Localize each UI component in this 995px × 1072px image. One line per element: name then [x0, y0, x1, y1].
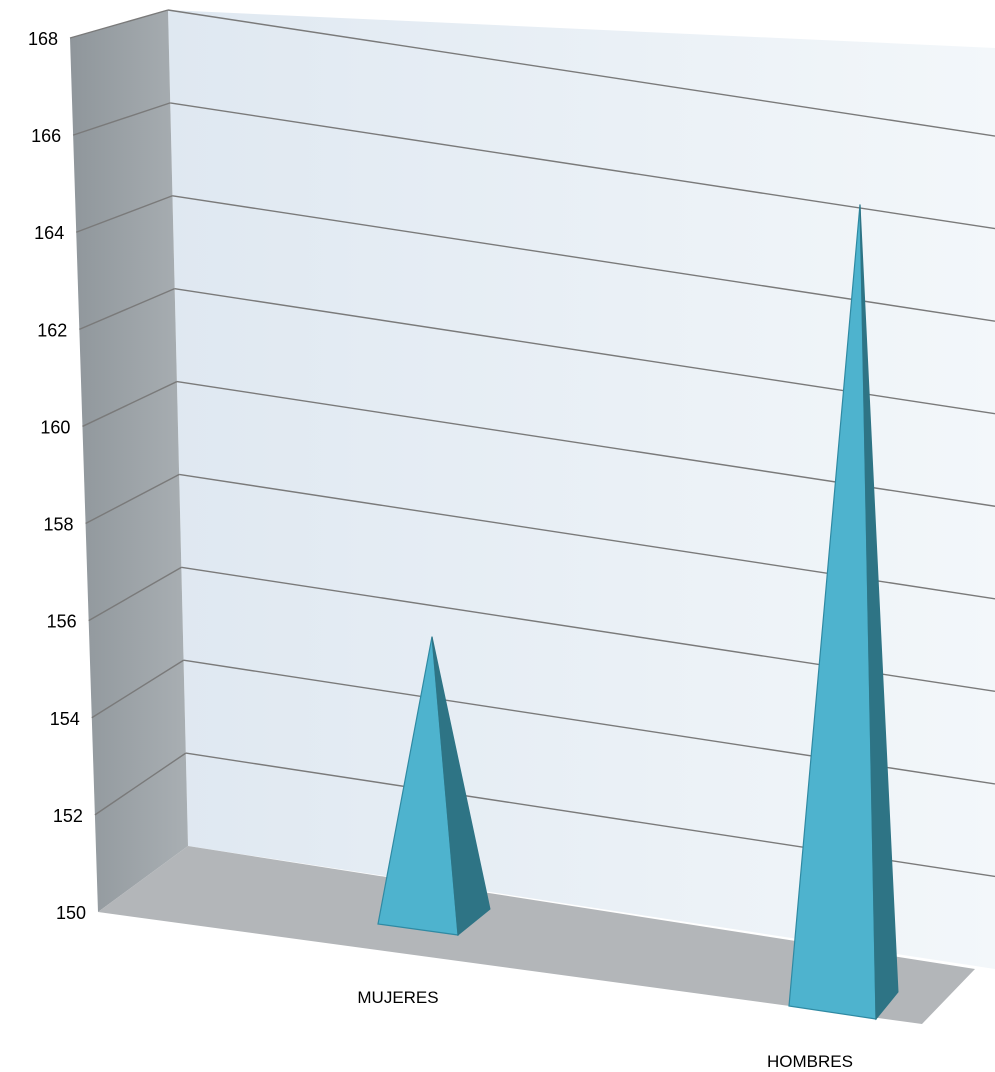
pyramid-marks: [377, 204, 899, 1021]
gridline-side: [91, 659, 184, 719]
y-tick-label: 162: [37, 320, 67, 340]
y-tick-label: 168: [28, 29, 58, 49]
pyramid-side-face: [431, 636, 491, 936]
gridline-side: [88, 566, 182, 622]
y-tick-label: 158: [44, 515, 74, 535]
gridline-side: [82, 380, 178, 428]
pyramid-side-face: [859, 204, 899, 1021]
y-tick-label: 152: [53, 806, 83, 826]
gridline-side: [72, 102, 171, 136]
y-tick-label: 150: [56, 903, 86, 923]
y-tick-label: 160: [40, 417, 70, 437]
floor: [98, 846, 975, 1024]
y-tick-label: 164: [34, 223, 64, 243]
y-tick-label: 156: [47, 612, 77, 632]
y-tick-label: 154: [50, 709, 80, 729]
gridline-side: [85, 473, 180, 525]
x-category-label: HOMBRES: [767, 1052, 853, 1071]
back-wall: [168, 10, 995, 969]
gridline-back: [167, 9, 995, 137]
x-axis-labels: MUJERES HOMBRES: [357, 988, 853, 1071]
pyramid-mujeres: [377, 636, 491, 936]
pyramid-hombres: [788, 204, 899, 1021]
gridline-side: [69, 9, 169, 39]
side-wall: [70, 10, 188, 912]
gridline-side: [75, 195, 173, 233]
gridline-side: [94, 752, 187, 816]
y-axis-ticks: 150 152 154 156 158 160 162 164 166 168: [28, 29, 86, 923]
gridline-back: [170, 102, 995, 230]
x-category-label: MUJERES: [357, 988, 438, 1007]
y-tick-label: 166: [31, 126, 61, 146]
gridline-side: [79, 288, 175, 330]
